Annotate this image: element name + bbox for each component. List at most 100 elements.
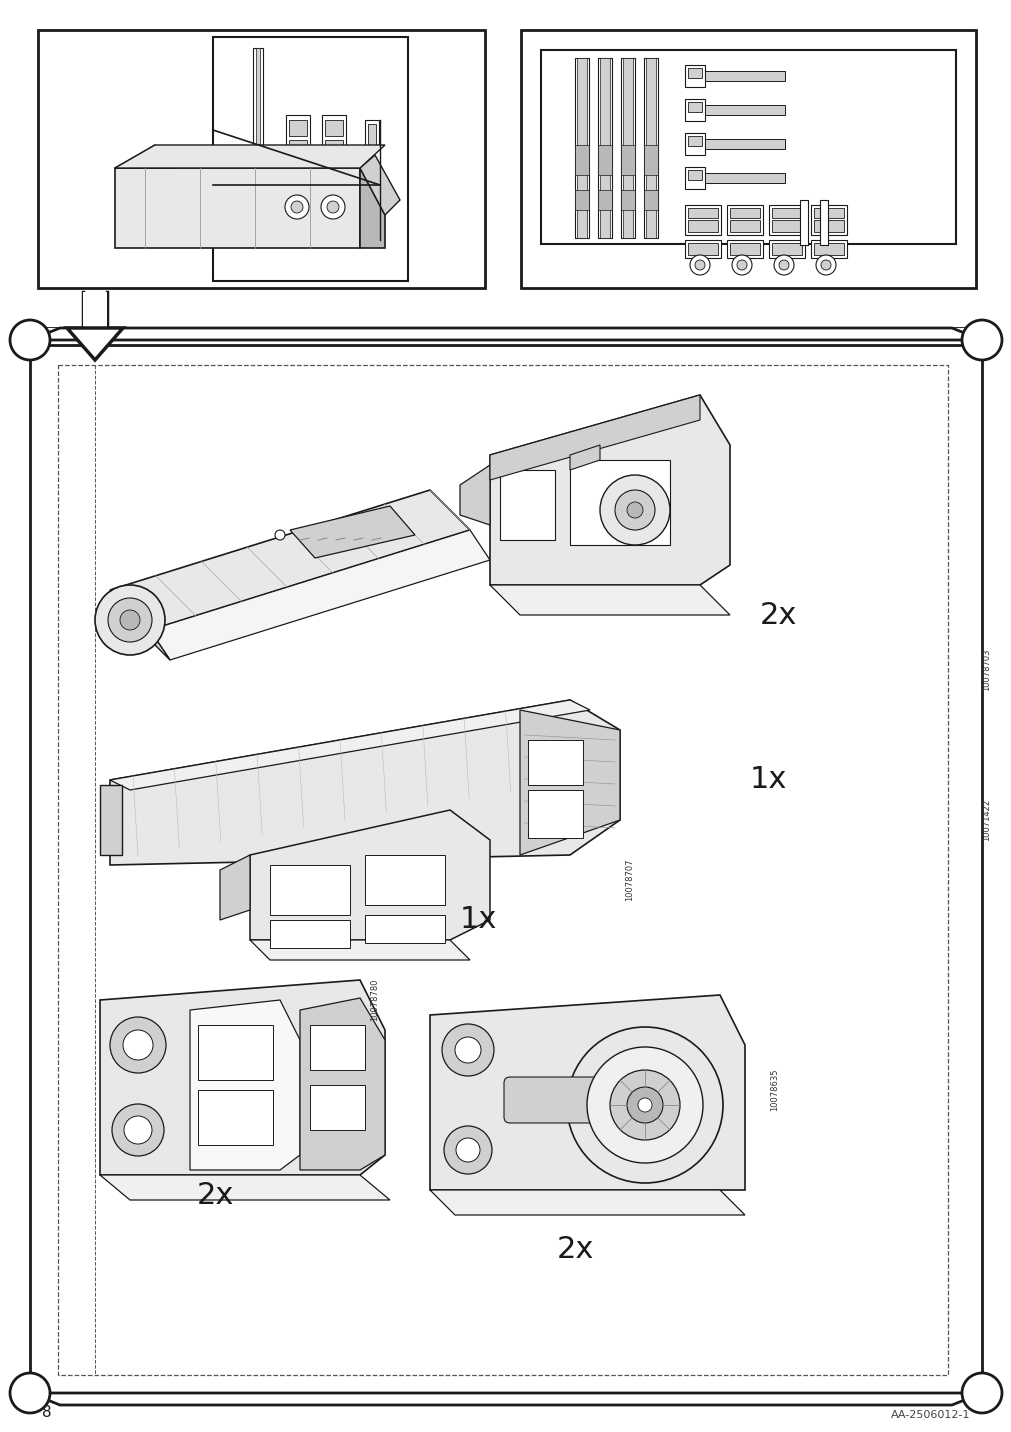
Bar: [705, 173, 785, 183]
Text: 10078780: 10078780: [370, 978, 379, 1021]
Polygon shape: [489, 395, 700, 480]
Bar: [687, 243, 717, 255]
Bar: [270, 919, 350, 948]
Bar: [309, 1025, 365, 1070]
Bar: [621, 145, 634, 175]
Bar: [253, 49, 263, 168]
Bar: [569, 460, 669, 546]
Bar: [813, 208, 843, 218]
Circle shape: [112, 1104, 164, 1156]
Circle shape: [10, 1373, 50, 1413]
Bar: [528, 790, 582, 838]
Circle shape: [695, 261, 705, 271]
Bar: [687, 170, 702, 180]
Bar: [289, 168, 306, 178]
Polygon shape: [30, 328, 981, 339]
Bar: [309, 1085, 365, 1130]
Bar: [621, 190, 634, 211]
Circle shape: [627, 1087, 662, 1123]
Circle shape: [123, 1030, 153, 1060]
Bar: [598, 59, 612, 238]
Bar: [198, 1090, 273, 1146]
Bar: [810, 205, 846, 235]
Bar: [800, 200, 807, 245]
Circle shape: [455, 1037, 480, 1063]
Circle shape: [961, 1373, 1001, 1413]
Polygon shape: [110, 590, 170, 660]
Polygon shape: [30, 328, 981, 345]
Text: 1x: 1x: [749, 766, 787, 795]
Bar: [598, 145, 612, 175]
Text: 8: 8: [42, 1405, 52, 1421]
Bar: [768, 205, 804, 235]
Bar: [726, 241, 762, 258]
Circle shape: [773, 255, 794, 275]
Text: 1x: 1x: [460, 905, 496, 935]
Bar: [643, 145, 657, 175]
Bar: [365, 120, 379, 150]
Circle shape: [637, 1098, 651, 1113]
Text: 10078707: 10078707: [625, 859, 634, 901]
Bar: [198, 1025, 273, 1080]
Bar: [30, 339, 981, 1393]
Bar: [813, 221, 843, 232]
Polygon shape: [190, 1000, 299, 1170]
Circle shape: [320, 195, 345, 219]
Circle shape: [327, 200, 339, 213]
Circle shape: [10, 319, 50, 359]
Circle shape: [778, 261, 789, 271]
Bar: [521, 30, 975, 288]
Polygon shape: [150, 530, 489, 660]
Bar: [771, 208, 801, 218]
Bar: [621, 59, 634, 238]
Polygon shape: [460, 465, 489, 526]
Circle shape: [627, 503, 642, 518]
Bar: [729, 208, 759, 218]
Polygon shape: [67, 328, 123, 359]
Bar: [645, 59, 655, 238]
Bar: [726, 205, 762, 235]
Bar: [687, 136, 702, 146]
Circle shape: [108, 599, 152, 642]
Polygon shape: [299, 998, 384, 1170]
Polygon shape: [115, 168, 384, 215]
Bar: [687, 67, 702, 77]
Bar: [684, 133, 705, 155]
Bar: [528, 740, 582, 785]
Polygon shape: [30, 1393, 981, 1405]
Polygon shape: [250, 811, 489, 939]
Bar: [212, 37, 407, 281]
Polygon shape: [100, 1176, 389, 1200]
Circle shape: [586, 1047, 703, 1163]
Circle shape: [600, 475, 669, 546]
Bar: [325, 120, 343, 136]
Bar: [286, 115, 309, 153]
Bar: [321, 165, 346, 180]
Polygon shape: [110, 700, 589, 790]
Circle shape: [731, 255, 751, 275]
Bar: [600, 59, 610, 238]
Polygon shape: [360, 168, 384, 248]
Text: 10071422: 10071422: [982, 799, 991, 841]
Bar: [574, 59, 588, 238]
Bar: [321, 115, 346, 153]
Bar: [771, 243, 801, 255]
Bar: [365, 855, 445, 905]
Bar: [574, 145, 588, 175]
Polygon shape: [100, 979, 384, 1176]
Polygon shape: [569, 445, 600, 470]
Bar: [771, 221, 801, 232]
Bar: [810, 241, 846, 258]
Circle shape: [285, 195, 308, 219]
Circle shape: [736, 261, 746, 271]
Bar: [813, 243, 843, 255]
Circle shape: [442, 1024, 493, 1075]
Text: 2x: 2x: [196, 1180, 234, 1210]
Bar: [270, 865, 350, 915]
Bar: [687, 208, 717, 218]
Polygon shape: [430, 995, 744, 1190]
Polygon shape: [219, 855, 250, 919]
Bar: [819, 200, 827, 245]
Bar: [684, 99, 705, 120]
Bar: [705, 105, 785, 115]
